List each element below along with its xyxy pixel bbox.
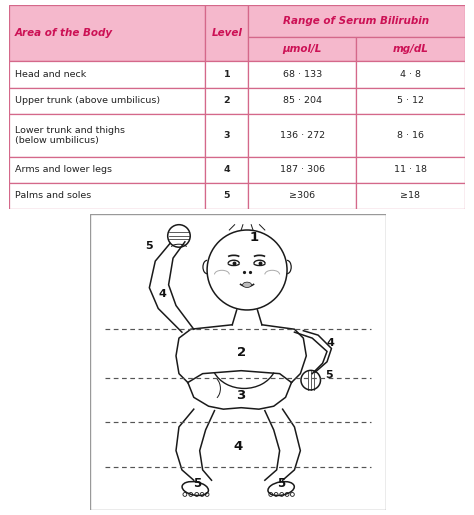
Text: Arms and lower legs: Arms and lower legs [15,165,112,175]
Text: 68 · 133: 68 · 133 [283,70,322,79]
Text: 5 · 12: 5 · 12 [397,96,424,105]
Text: 3: 3 [237,389,246,402]
Bar [248,37,356,61]
Bar [205,61,248,88]
Text: 5: 5 [224,192,230,200]
Bar [248,61,356,88]
Text: 2: 2 [237,347,246,359]
Bar [356,37,465,61]
Bar [9,61,205,88]
Bar [205,183,248,209]
Bar [248,114,356,157]
Ellipse shape [243,282,252,287]
Text: 5: 5 [192,477,201,490]
Bar [248,157,356,183]
Bar [9,183,205,209]
Text: 3: 3 [224,131,230,140]
Text: 1: 1 [223,70,230,79]
Text: Palms and soles: Palms and soles [15,192,91,200]
Bar [205,157,248,183]
Text: ≥18: ≥18 [401,192,420,200]
Bar [9,114,205,157]
Text: 5: 5 [325,370,332,380]
Text: 1: 1 [250,231,259,244]
Bar [356,114,465,157]
Bar [9,88,205,114]
Bar [248,183,356,209]
Bar [205,88,248,114]
Text: 11 · 18: 11 · 18 [394,165,427,175]
Text: 187 · 306: 187 · 306 [280,165,325,175]
Text: Head and neck: Head and neck [15,70,86,79]
Text: Area of the Body: Area of the Body [15,28,113,38]
Text: 4: 4 [223,165,230,175]
Bar [356,183,465,209]
Bar [9,5,205,61]
Text: 5: 5 [277,477,285,490]
Text: 4 · 8: 4 · 8 [400,70,421,79]
Text: 8 · 16: 8 · 16 [397,131,424,140]
Bar [248,5,465,37]
Bar [356,88,465,114]
Bar [356,61,465,88]
Text: Upper trunk (above umbilicus): Upper trunk (above umbilicus) [15,96,160,105]
Text: 4: 4 [159,289,166,299]
Bar [205,114,248,157]
Text: 4: 4 [326,337,334,348]
Text: 136 · 272: 136 · 272 [280,131,325,140]
Text: Lower trunk and thighs
(below umbilicus): Lower trunk and thighs (below umbilicus) [15,126,125,145]
Text: 5: 5 [146,242,153,251]
Bar [9,157,205,183]
Text: 2: 2 [223,96,230,105]
Text: mg/dL: mg/dL [392,44,428,54]
Bar [356,157,465,183]
Text: Range of Serum Bilirubin: Range of Serum Bilirubin [283,16,429,26]
Text: 85 · 204: 85 · 204 [283,96,322,105]
Bar [248,88,356,114]
Text: 4: 4 [234,440,243,453]
Text: μmol/L: μmol/L [283,44,322,54]
Text: Level: Level [211,28,242,38]
Bar [205,5,248,61]
Text: ≥306: ≥306 [289,192,315,200]
